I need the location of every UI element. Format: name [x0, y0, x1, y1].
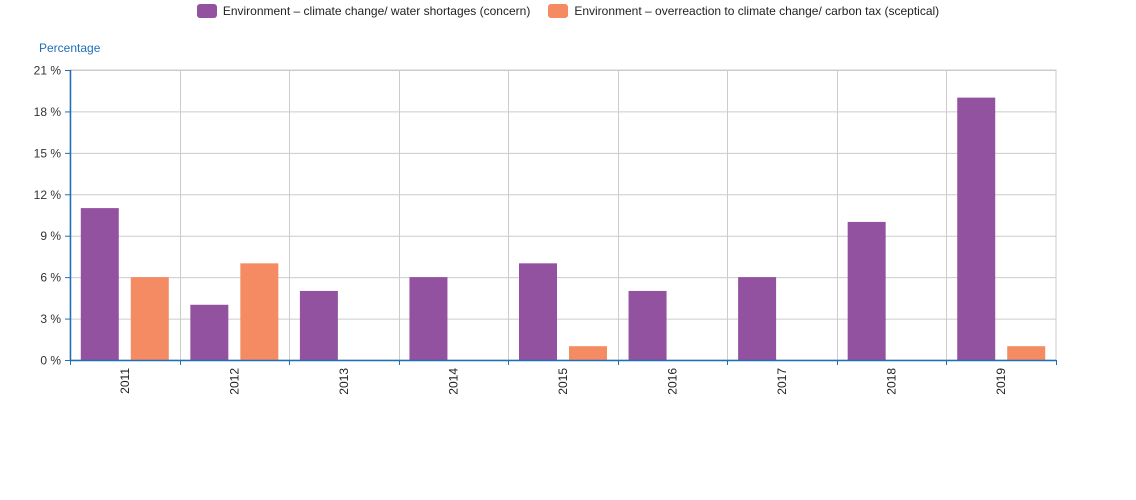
- bar-sceptical-2019: [1007, 346, 1046, 360]
- bar-concern-2012: [190, 304, 229, 360]
- y-tick-label: 18 %: [34, 105, 62, 119]
- x-tick-label: 2012: [227, 368, 241, 395]
- legend-item-sceptical[interactable]: Environment – overreaction to climate ch…: [548, 4, 939, 18]
- y-tick-label: 0 %: [40, 354, 61, 368]
- x-tick-label: 2011: [118, 368, 132, 394]
- legend-swatch-concern: [196, 4, 217, 18]
- bar-concern-2015: [519, 263, 557, 360]
- y-tick-label: 3 %: [40, 312, 61, 326]
- bar-concern-2016: [628, 290, 667, 360]
- y-axis-title: Percentage: [39, 41, 101, 55]
- legend-item-concern[interactable]: Environment – climate change/ water shor…: [196, 4, 531, 18]
- bar-concern-2011: [80, 208, 119, 360]
- y-tick-label: 21 %: [34, 64, 62, 78]
- x-tick-label: 2017: [775, 368, 789, 395]
- legend-label-concern: Environment – climate change/ water shor…: [222, 4, 531, 18]
- bar-sceptical-2011: [130, 277, 169, 360]
- x-tick-label: 2014: [446, 368, 460, 395]
- x-tick-label: 2016: [666, 368, 680, 395]
- bar-concern-2018: [847, 221, 886, 360]
- y-tick-label: 12 %: [34, 188, 62, 202]
- legend-swatch-sceptical: [548, 4, 569, 18]
- x-tick-label: 2013: [337, 368, 351, 395]
- bar-sceptical-2015: [569, 346, 607, 360]
- bar-concern-2017: [738, 277, 777, 360]
- bar-concern-2019: [957, 97, 996, 360]
- bar-concern-2013: [299, 290, 338, 360]
- x-tick-label: 2018: [885, 368, 899, 395]
- x-tick-label: 2015: [556, 368, 570, 395]
- y-tick-label: 9 %: [40, 229, 61, 243]
- legend: Environment – climate change/ water shor…: [0, 4, 1136, 18]
- y-tick-label: 15 %: [34, 146, 62, 160]
- y-tick-label: 6 %: [40, 271, 61, 285]
- x-tick-label: 2019: [994, 368, 1008, 395]
- legend-label-sceptical: Environment – overreaction to climate ch…: [574, 4, 940, 18]
- bar-concern-2014: [409, 277, 448, 360]
- bar-sceptical-2012: [240, 263, 279, 360]
